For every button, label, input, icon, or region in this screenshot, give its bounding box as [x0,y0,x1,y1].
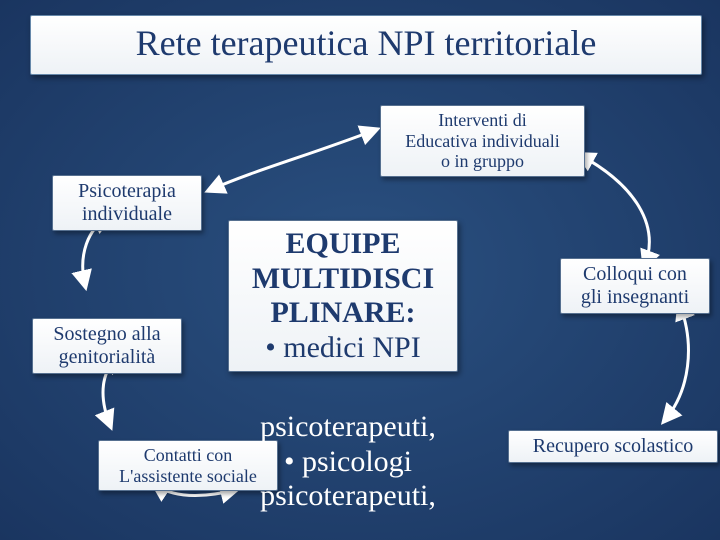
node-sostegno-label: Sostegno allagenitorialità [53,323,160,368]
node-colloqui-label: Colloqui congli insegnanti [581,263,689,308]
page-title: Rete terapeutica NPI territoriale [136,23,597,63]
page-title-box: Rete terapeutica NPI territoriale [30,15,702,75]
center-line3: PLINARE: [233,296,453,331]
node-sostegno: Sostegno allagenitorialità [32,318,182,374]
center-line2: MULTIDISCI [233,262,453,297]
center-equipe-box: EQUIPE MULTIDISCI PLINARE: • medici NPI [228,220,458,372]
node-psicoterapia: Psicoterapiaindividuale [52,175,202,231]
center-overflow-text: psicoterapeuti, • psicologi psicoterapeu… [228,410,468,514]
node-interventi-label: Interventi diEducativa individualio in g… [405,110,559,171]
center-line1: EQUIPE [233,227,453,262]
overflow-line2: • psicologi [228,445,468,480]
node-interventi: Interventi diEducativa individualio in g… [380,105,585,177]
center-line4: • medici NPI [233,331,453,366]
node-colloqui: Colloqui congli insegnanti [560,258,710,314]
node-psicoterapia-label: Psicoterapiaindividuale [78,180,176,225]
overflow-line1: psicoterapeuti, [228,410,468,445]
node-recupero-label: Recupero scolastico [533,435,694,457]
overflow-line3: psicoterapeuti, [228,479,468,514]
node-recupero: Recupero scolastico [508,430,718,463]
